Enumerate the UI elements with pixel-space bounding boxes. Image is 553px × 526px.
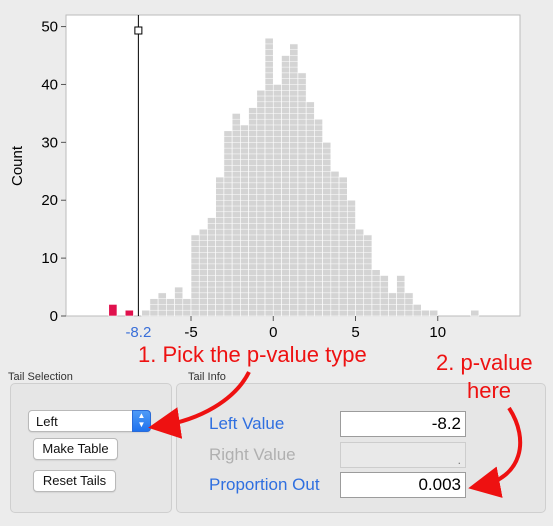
y-axis-ticks: 0 10 20 30 40 50 <box>41 19 66 325</box>
annotation-step2-line1: 2. p-value <box>436 350 533 375</box>
tail-type-value: Left <box>36 414 58 429</box>
histogram-bar <box>149 298 159 317</box>
threshold-handle[interactable] <box>134 26 143 35</box>
y-tick-label: 10 <box>41 250 58 267</box>
y-tick-label: 50 <box>41 19 58 36</box>
histogram-chart: 0 10 20 30 40 50 -5 0 5 10 Count -8.2 <box>9 14 521 341</box>
right-value-label: Right Value <box>209 445 296 464</box>
histogram-bar <box>421 309 430 317</box>
histogram-bar <box>379 275 389 317</box>
x-tick-label: 10 <box>429 324 446 341</box>
make-table-button[interactable]: Make Table <box>33 438 118 460</box>
y-tick-label: 0 <box>50 308 58 325</box>
histogram-bar <box>141 309 151 317</box>
x-tick-label: -5 <box>184 324 197 341</box>
histogram-bar <box>231 113 241 317</box>
y-tick-label: 40 <box>41 76 58 93</box>
histogram-bar <box>256 89 266 317</box>
histogram-bar <box>281 55 291 317</box>
histogram-bar <box>240 124 249 317</box>
histogram-bar <box>429 309 439 317</box>
proportion-out-field[interactable]: 0.003 <box>340 472 466 498</box>
x-tick-label: 0 <box>269 324 277 341</box>
annotation-step1: 1. Pick the p-value type <box>138 342 367 367</box>
histogram-bar-tail <box>108 304 118 317</box>
histogram-bar <box>289 43 299 317</box>
histogram-bar <box>330 170 340 317</box>
threshold-label: -8.2 <box>125 324 151 341</box>
annotation-step2-line2: here <box>467 378 512 403</box>
histogram-bar <box>355 228 365 317</box>
left-value-field[interactable]: -8.2 <box>340 411 466 437</box>
proportion-out-label: Proportion Out <box>209 475 320 494</box>
y-tick-label: 20 <box>41 192 58 209</box>
histogram-bar <box>182 298 192 317</box>
right-value-field: . <box>340 442 466 468</box>
reset-tails-button[interactable]: Reset Tails <box>33 470 116 492</box>
y-axis-label: Count <box>9 145 26 186</box>
tail-type-select[interactable]: Left ▲ ▼ <box>28 410 151 432</box>
histogram-bar <box>174 286 184 317</box>
histogram-bar <box>198 228 208 317</box>
x-tick-label: 5 <box>351 324 359 341</box>
tail-selection-title: Tail Selection <box>8 371 73 383</box>
histogram-bar <box>470 309 480 317</box>
tail-info-title: Tail Info <box>188 371 226 383</box>
histogram-bar <box>396 275 406 317</box>
y-tick-label: 30 <box>41 134 58 151</box>
histogram-bar <box>305 101 315 317</box>
chevron-updown-icon[interactable]: ▲ ▼ <box>132 410 151 432</box>
histogram-bar <box>166 298 175 317</box>
histogram-bars <box>108 37 480 317</box>
histogram-bar <box>207 217 216 317</box>
x-axis-ticks: -5 0 5 10 <box>184 316 446 341</box>
histogram-bar-tail <box>124 309 134 317</box>
left-value-label: Left Value <box>209 414 285 433</box>
